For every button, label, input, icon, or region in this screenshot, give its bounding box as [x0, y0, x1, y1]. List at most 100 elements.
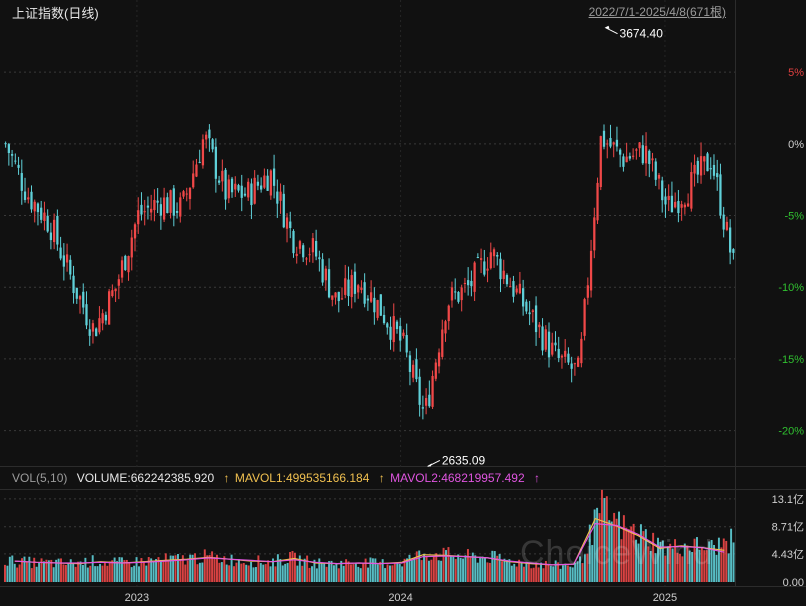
candle-body — [576, 357, 580, 367]
volume-bar — [69, 559, 72, 582]
y-tick-label: -10% — [778, 282, 804, 294]
volume-bar — [635, 539, 638, 582]
candle-body — [544, 329, 547, 350]
volume-bar — [418, 550, 421, 582]
volume-bar — [571, 567, 574, 582]
candle-body — [40, 207, 43, 220]
candle-body — [538, 324, 541, 328]
candle-body — [428, 394, 431, 407]
candle-body — [729, 227, 732, 253]
vol-indicator-label: VOL(5,10) — [12, 471, 68, 485]
candle-body — [130, 237, 133, 258]
volume-bar — [30, 568, 33, 582]
candle-body — [444, 321, 447, 334]
volume-bar — [23, 556, 26, 582]
date-range-label[interactable]: 2022/7/1-2025/4/8(671根) — [588, 5, 726, 19]
volume-bar — [169, 555, 172, 582]
volume-bar — [396, 563, 399, 582]
volume-bar — [201, 562, 204, 582]
volume-bar — [138, 566, 140, 582]
candle-body — [473, 262, 476, 292]
candle-body — [36, 203, 40, 213]
candle-body — [91, 323, 95, 332]
volume-bar — [167, 559, 170, 582]
candle-body — [670, 195, 674, 213]
volume-bar — [598, 513, 601, 582]
volume-bar — [164, 553, 167, 582]
candle-body — [635, 149, 638, 151]
volume-bar — [213, 557, 216, 582]
volume-bar — [335, 563, 338, 582]
mavol2-arrow-icon: ↑ — [378, 471, 385, 485]
chart-title: 上证指数(日线) — [12, 6, 99, 21]
candle-body — [324, 268, 327, 281]
volume-bar — [715, 554, 718, 582]
candle-body — [276, 191, 279, 204]
candle-body — [114, 288, 117, 292]
volume-bar — [464, 555, 467, 582]
volume-bar — [191, 554, 194, 582]
candle-body — [120, 260, 124, 278]
volume-bar — [16, 567, 19, 582]
volume-bar — [661, 540, 664, 582]
candle-body — [531, 310, 534, 312]
candle-body — [483, 261, 486, 275]
candle-body — [43, 212, 46, 221]
mavol1-value: MAVOL1:499535166.184 — [234, 471, 370, 485]
volume-bar — [676, 552, 679, 582]
candle-body — [4, 143, 7, 145]
volume-bar — [340, 560, 343, 582]
candle-body — [560, 355, 564, 358]
candle-body — [153, 200, 156, 211]
volume-bar — [233, 566, 235, 582]
volume-bar — [328, 561, 331, 582]
volume-bar — [342, 565, 345, 582]
volume-bar — [308, 567, 311, 582]
volume-bar — [267, 560, 270, 582]
x-tick-label: 2023 — [125, 592, 149, 604]
volume-bar — [686, 545, 689, 582]
candle-body — [337, 291, 340, 302]
volume-bar — [618, 511, 620, 582]
candle-body — [247, 181, 250, 198]
volume-bar — [683, 543, 686, 582]
candle-body — [412, 364, 415, 378]
candle-body — [703, 156, 706, 162]
volume-bar — [140, 558, 143, 582]
candle-body — [357, 285, 360, 293]
volume-bar — [228, 565, 231, 582]
candle-body — [20, 173, 23, 191]
volume-bar — [693, 538, 696, 582]
volume-bar — [542, 568, 545, 582]
candle-body — [573, 363, 577, 365]
candle-body — [214, 146, 217, 179]
volume-bar — [33, 557, 36, 582]
volume-bar — [374, 558, 377, 582]
volume-bar — [118, 557, 121, 582]
volume-bar — [245, 564, 248, 582]
candle-body — [680, 204, 683, 208]
volume-bar — [91, 555, 94, 582]
candle-body — [379, 294, 382, 316]
volume-bar — [674, 539, 677, 582]
volume-bar — [484, 557, 486, 582]
candle-body — [243, 193, 247, 196]
candle-body — [234, 183, 237, 190]
volume-bar — [669, 543, 672, 582]
volume-bar — [425, 555, 428, 582]
candle-body — [392, 316, 395, 343]
volume-bar — [430, 559, 433, 582]
volume-tick-label: 0.00 — [783, 577, 804, 589]
volume-bar — [332, 565, 335, 582]
candle-body — [499, 258, 502, 280]
volume-bar — [498, 553, 501, 582]
candle-body — [551, 342, 554, 355]
volume-bar — [508, 559, 511, 582]
candle-body — [53, 219, 56, 243]
volume-bar — [123, 560, 126, 582]
volume-bar — [574, 563, 577, 582]
volume-bar — [337, 568, 340, 582]
volume-bar — [610, 521, 613, 582]
volume-bar — [518, 559, 521, 582]
